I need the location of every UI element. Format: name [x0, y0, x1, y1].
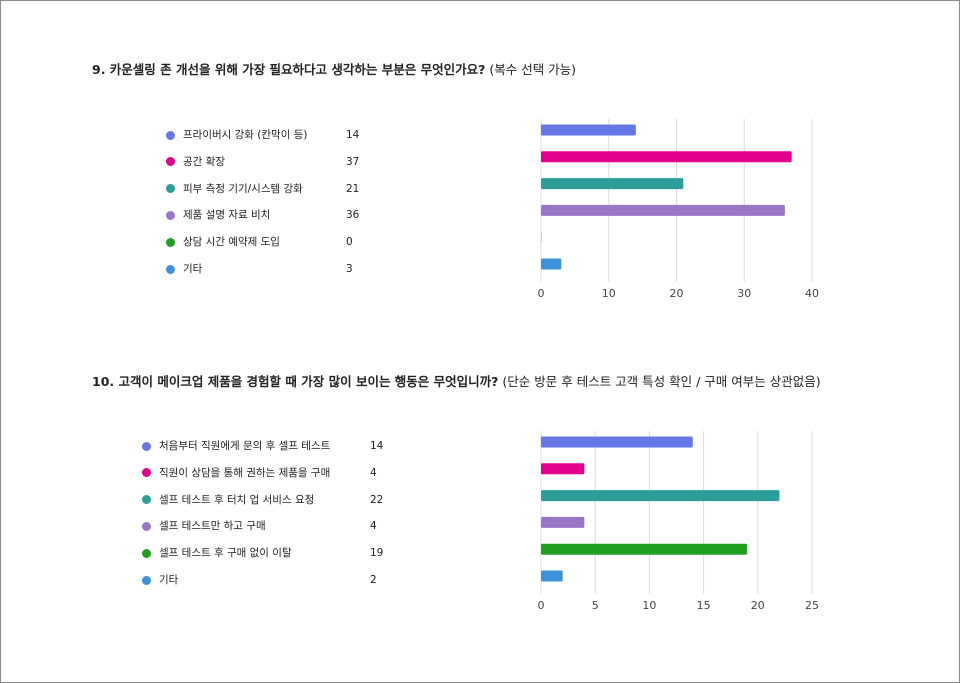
- legend-dot-icon: [142, 468, 151, 478]
- legend-label: 상담 시간 예약제 도입: [183, 236, 280, 249]
- chart-10: 0 5 10 15 20 25: [538, 431, 819, 612]
- legend-label: 직원이 상담을 통해 권하는 제품을 구매: [159, 466, 331, 479]
- tick-label: 10: [642, 599, 656, 612]
- legend-count: 2: [370, 574, 377, 586]
- legend-item: 셀프 테스트 후 구매 없이 이탈 19: [142, 545, 400, 561]
- legend-dot-icon: [166, 130, 175, 140]
- question-title-text: 9. 카운셀링 존 개선을 위해 가장 필요하다고 생각하는 부분은 무엇인가요…: [92, 62, 486, 77]
- bar: [541, 258, 562, 270]
- legend-dot-icon: [142, 521, 151, 531]
- legend-item: 제품 설명 자료 비치 36: [166, 207, 376, 223]
- bar: [541, 490, 780, 502]
- bar: [541, 178, 684, 190]
- bar: [541, 463, 585, 475]
- legend-count: 14: [370, 440, 384, 452]
- legend-label: 공간 확장: [183, 155, 225, 168]
- legend-item: 상담 시간 예약제 도입 0: [166, 234, 376, 250]
- legend-label: 기타: [183, 263, 203, 275]
- legend-label: 처음부터 직원에게 문의 후 셀프 테스트: [159, 440, 331, 452]
- bar: [541, 543, 747, 555]
- legend-label: 셀프 테스트 후 구매 없이 이탈: [159, 547, 292, 560]
- legend-dot-icon: [166, 157, 175, 167]
- legend-item: 기타 3: [166, 261, 376, 277]
- legend-dot-icon: [142, 575, 151, 585]
- legend-label: 피부 측정 기기/시스템 강화: [183, 182, 303, 195]
- legend-item: 셀프 테스트만 하고 구매 4: [142, 518, 400, 534]
- legend-label: 기타: [159, 574, 179, 586]
- bar: [541, 570, 563, 582]
- legend-count: 0: [346, 236, 353, 249]
- legend-count: 37: [346, 155, 360, 168]
- legend-dot-icon: [166, 264, 175, 274]
- legend-count: 3: [346, 263, 353, 275]
- bar: [541, 151, 792, 163]
- tick-label: 5: [592, 599, 599, 612]
- legend-item: 셀프 테스트 후 터치 업 서비스 요청 22: [142, 492, 400, 508]
- tick-label: 10: [602, 287, 616, 300]
- tick-label: 20: [670, 287, 684, 300]
- legend-count: 36: [346, 209, 360, 222]
- tick-label: 15: [697, 599, 711, 612]
- legend-dot-icon: [142, 548, 151, 558]
- legend-dot-icon: [166, 210, 175, 220]
- legend-item: 공간 확장 37: [166, 154, 376, 170]
- tick-label: 20: [751, 599, 765, 612]
- legend-item: 피부 측정 기기/시스템 강화 21: [166, 181, 376, 197]
- legend-item: 프라이버시 강화 (칸막이 등) 14: [166, 127, 376, 143]
- legend-count: 4: [370, 520, 377, 533]
- tick-label: 30: [737, 287, 751, 300]
- bar: [541, 231, 542, 243]
- legend-dot-icon: [142, 441, 151, 451]
- question-title-text: 10. 고객이 메이크업 제품을 경험할 때 가장 많이 보이는 행동은 무엇입…: [92, 374, 499, 389]
- legend-item: 직원이 상담을 통해 권하는 제품을 구매 4: [142, 465, 400, 481]
- question-subtitle: (복수 선택 가능): [489, 62, 577, 77]
- bar: [541, 436, 693, 448]
- legend-count: 19: [370, 547, 384, 560]
- question-9-title: 9. 카운셀링 존 개선을 위해 가장 필요하다고 생각하는 부분은 무엇인가요…: [92, 59, 576, 78]
- legend-dot-icon: [166, 184, 175, 194]
- legend-dot-icon: [142, 495, 151, 505]
- legend-item: 기타 2: [142, 572, 400, 588]
- question-10-title: 10. 고객이 메이크업 제품을 경험할 때 가장 많이 보이는 행동은 무엇입…: [92, 371, 821, 390]
- legend-count: 4: [370, 466, 377, 479]
- legend-label: 셀프 테스트 후 터치 업 서비스 요청: [159, 493, 315, 506]
- legend-item: 처음부터 직원에게 문의 후 셀프 테스트 14: [142, 438, 400, 454]
- legend-label: 셀프 테스트만 하고 구매: [159, 520, 266, 533]
- legend-count: 22: [370, 493, 384, 506]
- tick-label: 25: [805, 599, 819, 612]
- tick-label: 40: [805, 287, 819, 300]
- chart-9: 0 10 20 30 40: [538, 119, 819, 300]
- bar: [541, 124, 636, 136]
- legend-dot-icon: [166, 237, 175, 247]
- question-subtitle: (단순 방문 후 테스트 고객 특성 확인 / 구매 여부는 상관없음): [502, 374, 821, 389]
- legend-count: 14: [346, 129, 360, 141]
- legend-label: 프라이버시 강화 (칸막이 등): [183, 129, 308, 141]
- legend-label: 제품 설명 자료 비치: [183, 209, 271, 222]
- legend-count: 21: [346, 182, 360, 195]
- tick-label: 0: [538, 599, 545, 612]
- bar: [541, 204, 785, 216]
- bar: [541, 516, 585, 528]
- tick-label: 0: [538, 287, 545, 300]
